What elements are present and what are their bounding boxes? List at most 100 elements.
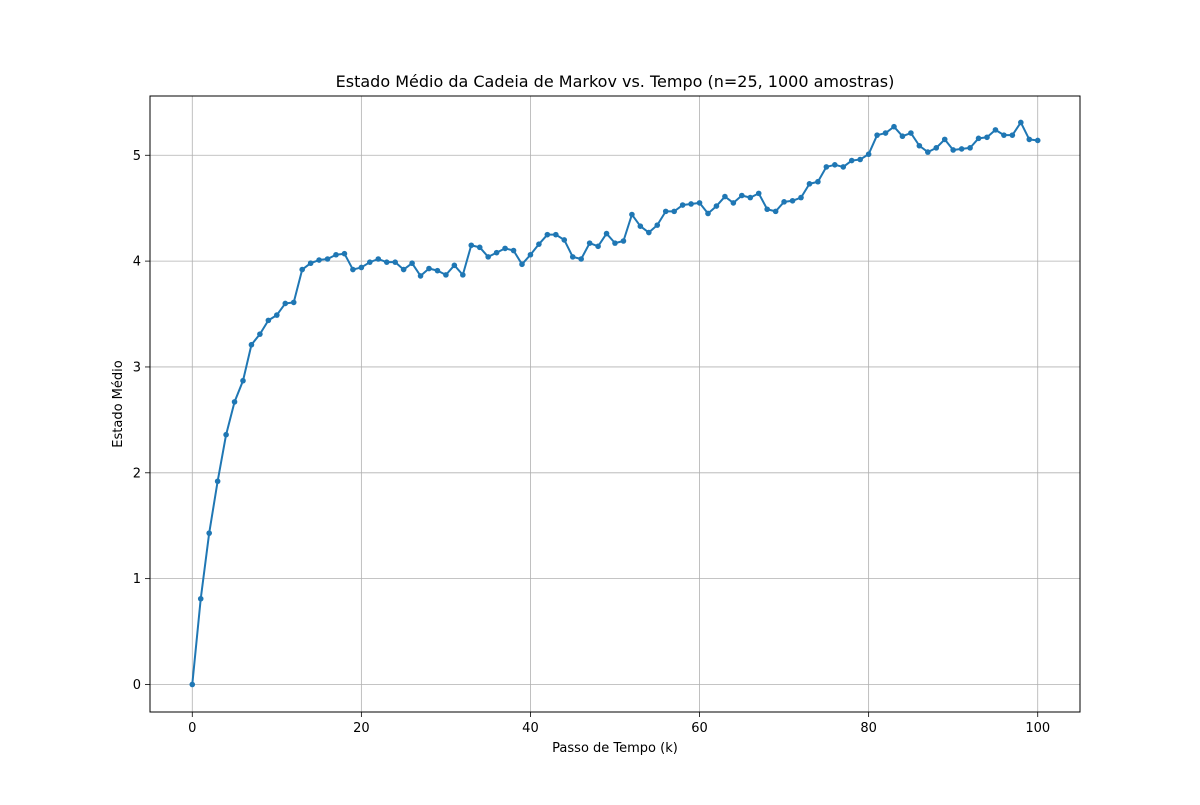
data-point (781, 199, 787, 205)
series-layer (189, 119, 1041, 688)
data-point (223, 431, 229, 438)
data-point (975, 135, 982, 142)
data-point (848, 157, 855, 164)
data-point (1009, 132, 1016, 138)
data-point (1018, 119, 1024, 126)
y-tick-label: 5 (133, 149, 141, 164)
data-point (882, 130, 889, 136)
data-point (316, 257, 322, 263)
data-point (755, 190, 762, 197)
data-point (569, 254, 576, 260)
data-point (426, 265, 432, 272)
data-point (307, 260, 314, 267)
data-point (603, 230, 610, 237)
data-point (189, 681, 196, 688)
data-point (772, 208, 779, 215)
data-point (468, 242, 475, 249)
data-point (764, 206, 770, 213)
y-tick-label: 4 (133, 255, 141, 270)
data-point (950, 147, 956, 153)
data-point (434, 267, 441, 274)
data-point (460, 272, 466, 278)
data-point (662, 208, 669, 215)
data-point (1001, 132, 1007, 138)
data-point (375, 256, 382, 262)
data-point (519, 261, 525, 268)
data-point (899, 133, 906, 140)
data-point (299, 266, 305, 273)
data-point (992, 127, 999, 133)
y-tick-label: 3 (133, 360, 141, 375)
data-point (865, 151, 872, 158)
data-point (561, 237, 568, 243)
data-point (967, 145, 973, 151)
data-point (383, 259, 390, 265)
data-point (789, 197, 796, 204)
chart-title: Estado Médio da Cadeia de Markov vs. Tem… (336, 72, 895, 91)
plot-area-frame (149, 95, 1081, 713)
data-point (485, 254, 491, 260)
data-point (324, 256, 331, 262)
data-point (231, 399, 238, 405)
data-point (214, 478, 221, 485)
data-point (290, 299, 297, 306)
x-tick-label: 20 (353, 721, 370, 736)
x-tick-label: 100 (1025, 721, 1050, 736)
data-point (586, 240, 593, 246)
data-point (476, 244, 483, 251)
y-axis-label: Estado Médio (111, 360, 126, 447)
data-point (248, 341, 255, 348)
data-point (1034, 137, 1041, 144)
data-point (908, 130, 914, 136)
data-point (578, 256, 584, 262)
data-point (823, 164, 830, 170)
data-point (722, 193, 728, 200)
data-point (257, 331, 263, 337)
y-tick-label: 2 (133, 466, 141, 481)
data-point (654, 222, 661, 228)
data-point (620, 238, 627, 244)
data-point (941, 136, 948, 143)
data-point (747, 194, 754, 201)
data-point (688, 201, 694, 207)
data-point (798, 194, 804, 201)
data-point (696, 200, 703, 206)
data-point (400, 266, 407, 273)
data-point (417, 273, 424, 279)
y-tick-label: 0 (133, 678, 141, 693)
data-point (925, 149, 931, 155)
x-axis-label: Passo de Tempo (k) (552, 741, 678, 756)
data-point (409, 260, 415, 267)
x-tick-label: 80 (860, 721, 877, 736)
data-point (341, 250, 348, 257)
data-point (1026, 136, 1033, 143)
data-point (874, 132, 880, 138)
data-point (815, 178, 821, 185)
grid-lines (150, 96, 1080, 712)
data-point (240, 377, 246, 384)
data-point (713, 203, 720, 209)
data-point (527, 251, 534, 258)
axis-ticks: 0 20 40 60 80 100 0 1 2 3 4 5 (133, 149, 1050, 736)
data-point (392, 259, 398, 265)
data-point (282, 300, 289, 307)
data-point (671, 208, 677, 215)
data-point (857, 156, 863, 163)
data-point (916, 142, 923, 149)
y-tick-label: 1 (133, 572, 141, 587)
data-point (739, 192, 745, 199)
data-point (206, 530, 212, 536)
data-point (984, 134, 990, 141)
data-point (197, 595, 204, 602)
data-point (840, 164, 847, 170)
data-point (451, 262, 458, 269)
data-point (933, 145, 940, 151)
data-point (350, 266, 356, 273)
data-point (553, 231, 559, 238)
data-point (443, 272, 449, 278)
data-point (502, 245, 508, 252)
data-point (891, 123, 897, 130)
data-point (629, 211, 635, 218)
